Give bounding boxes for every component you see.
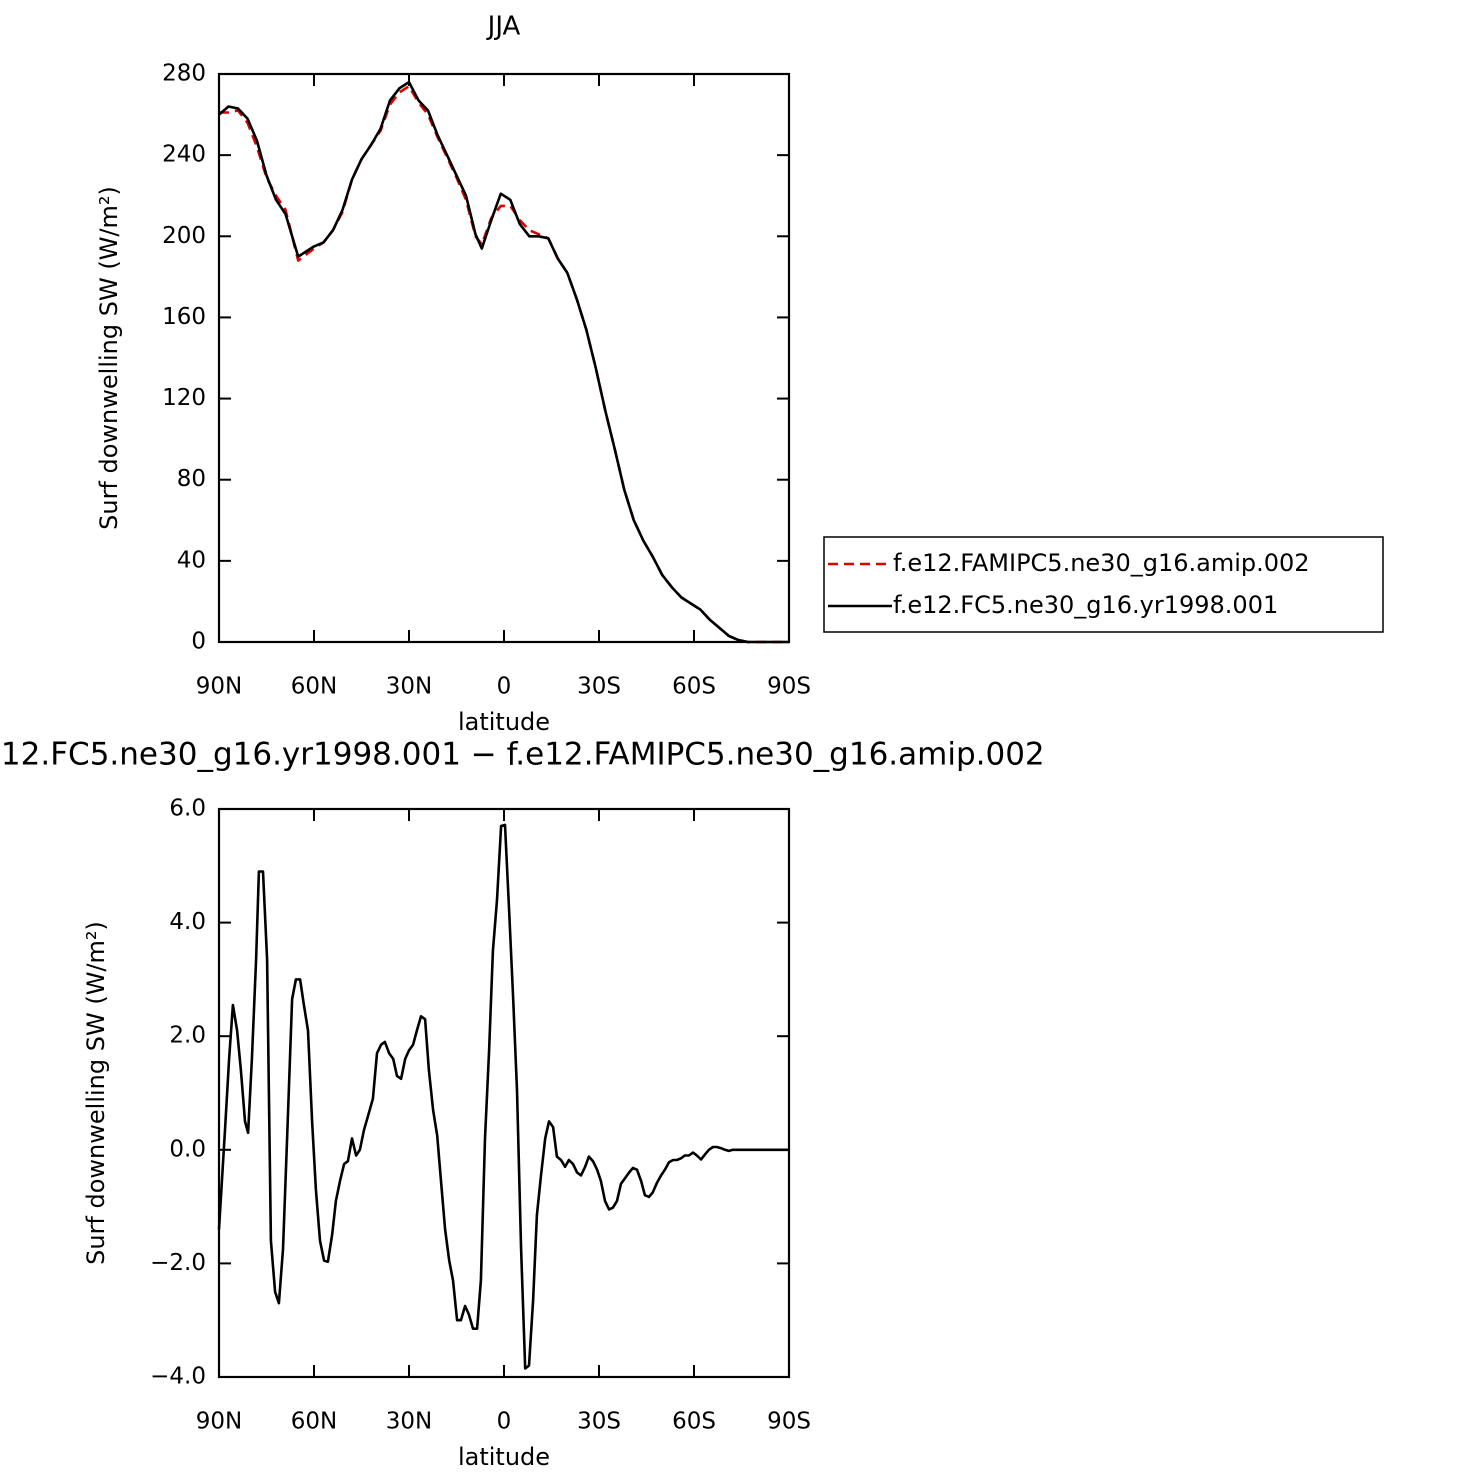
x-tick-label: 90S [767, 674, 811, 700]
y-tick-label: 0.0 [169, 1136, 206, 1162]
chart-title: f.e12.FC5.ne30_g16.yr1998.001 − f.e12.FA… [0, 737, 1045, 773]
x-axis-label: latitude [458, 708, 550, 736]
series-line [219, 84, 789, 644]
x-tick-label: 60S [672, 1409, 716, 1435]
x-tick-label: 90S [767, 1409, 811, 1435]
y-tick-label: 2.0 [169, 1023, 206, 1049]
y-tick-label: 4.0 [169, 909, 206, 935]
chart-title: JJA [486, 12, 521, 42]
x-tick-label: 60N [291, 674, 337, 700]
x-axis-label: latitude [458, 1443, 550, 1471]
y-axis-label: Surf downwelling SW (W/m²) [95, 186, 123, 530]
y-tick-label: 160 [162, 304, 206, 330]
legend-label: f.e12.FAMIPC5.ne30_g16.amip.002 [893, 549, 1310, 577]
y-tick-label: 120 [162, 385, 206, 411]
y-axis-label: Surf downwelling SW (W/m²) [82, 921, 110, 1265]
y-tick-label: 240 [162, 142, 206, 168]
plot-frame [217, 72, 791, 644]
plot-frame [217, 807, 791, 1379]
x-tick-label: 0 [497, 1409, 512, 1435]
y-tick-label: −4.0 [150, 1364, 206, 1390]
y-tick-label: 0 [191, 629, 206, 655]
legend-box [823, 536, 1384, 633]
y-tick-label: 40 [177, 547, 206, 573]
x-tick-label: 0 [497, 674, 512, 700]
x-tick-label: 60S [672, 674, 716, 700]
x-tick-label: 60N [291, 1409, 337, 1435]
x-tick-label: 90N [196, 674, 242, 700]
legend-label: f.e12.FC5.ne30_g16.yr1998.001 [893, 591, 1278, 619]
y-tick-label: −2.0 [150, 1250, 206, 1276]
x-tick-label: 30N [386, 1409, 432, 1435]
series-line [218, 80, 789, 644]
x-tick-label: 30N [386, 674, 432, 700]
x-tick-label: 30S [577, 1409, 621, 1435]
y-tick-label: 80 [177, 466, 206, 492]
y-tick-label: 200 [162, 223, 206, 249]
y-tick-label: 6.0 [169, 796, 206, 822]
series-line [217, 823, 789, 1370]
x-tick-label: 90N [196, 1409, 242, 1435]
y-tick-label: 280 [162, 61, 206, 87]
x-tick-label: 30S [577, 674, 621, 700]
